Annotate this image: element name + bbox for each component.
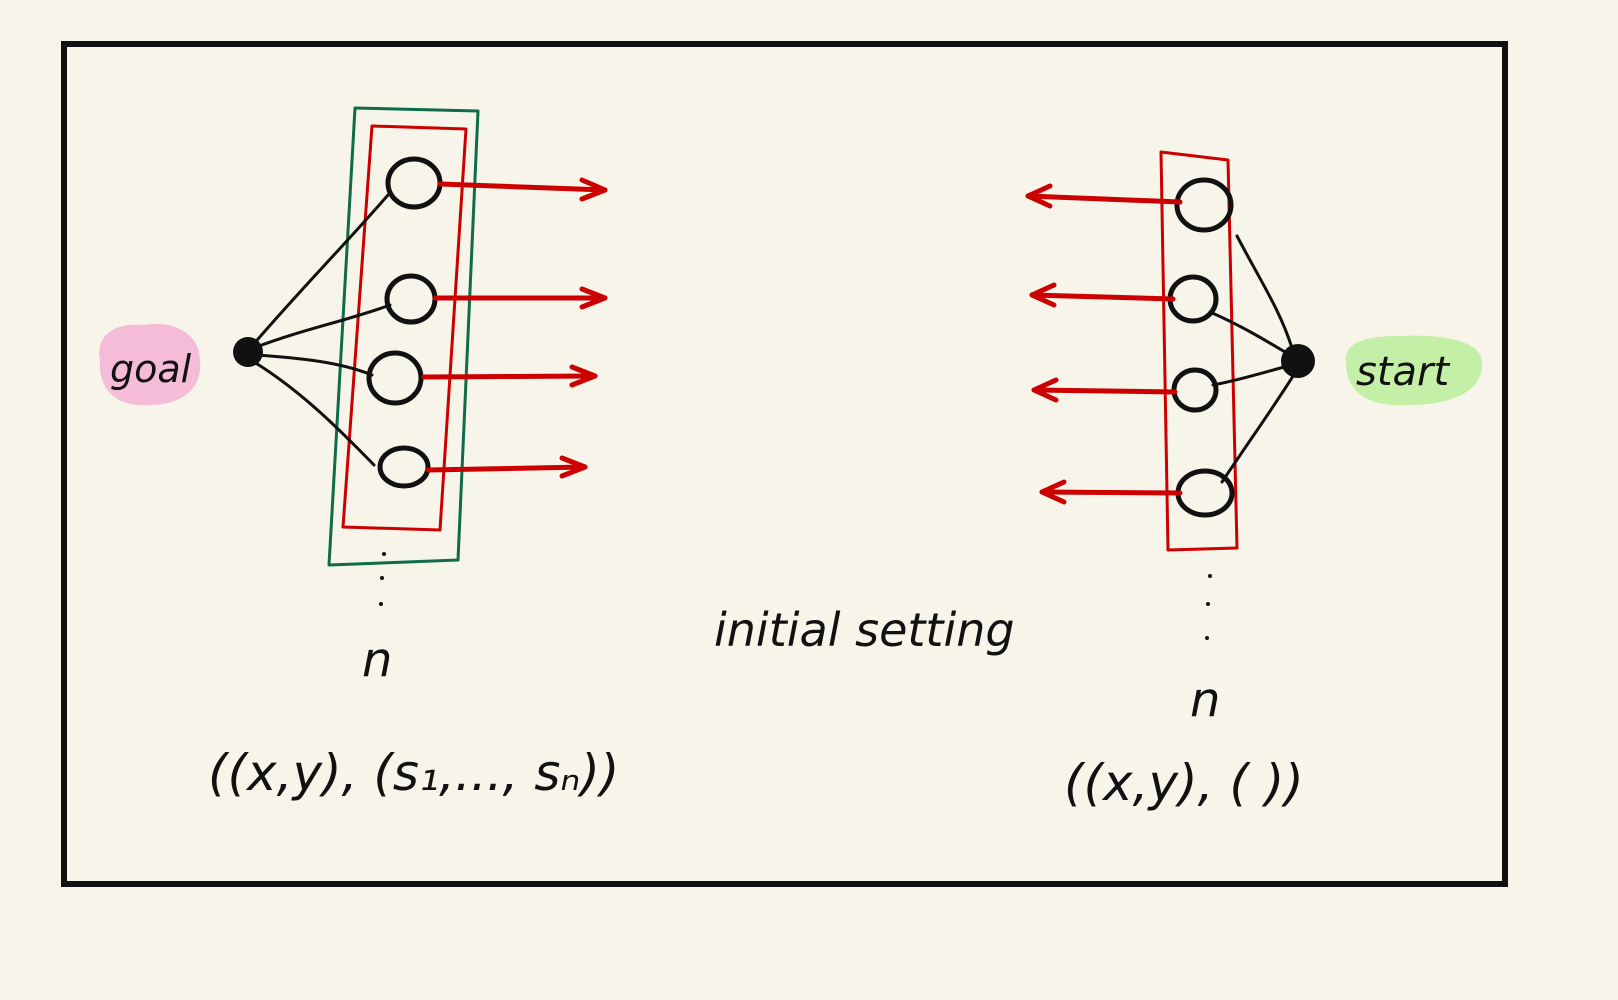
left-ellipsis <box>379 552 386 606</box>
left-hub-dot-icon <box>233 337 263 367</box>
left-link-4 <box>252 360 376 467</box>
right-link-2 <box>1208 310 1292 357</box>
left-tuple-label: ((x,y), (s₁,..., sₙ)) <box>208 744 619 802</box>
right-ellipsis <box>1205 574 1212 640</box>
left-green-box <box>327 106 480 567</box>
left-red-box <box>341 124 468 532</box>
goal-highlight <box>99 324 201 406</box>
right-count-label: n <box>1190 672 1220 728</box>
left-link-1 <box>250 193 390 348</box>
start-highlight <box>1345 335 1483 406</box>
goal-label: goal <box>110 347 192 391</box>
outer-frame <box>61 41 1508 887</box>
left-node-3 <box>366 350 424 406</box>
right-link-3 <box>1211 364 1290 387</box>
right-tuple-label: ((x,y), ( )) <box>1064 754 1304 812</box>
right-red-box <box>1159 150 1239 552</box>
center-caption: initial setting <box>714 603 1015 657</box>
right-node-1 <box>1174 177 1234 233</box>
left-node-4 <box>377 445 431 489</box>
right-arrows-arrow-icon <box>1025 183 1183 505</box>
start-label: start <box>1356 349 1450 395</box>
right-hub-dot-icon <box>1281 344 1315 378</box>
left-count-label: n <box>362 632 392 688</box>
left-link-2 <box>252 303 392 350</box>
right-link-4 <box>1220 371 1297 484</box>
left-arrows-arrow-icon <box>421 177 608 479</box>
left-link-3 <box>254 353 374 377</box>
right-link-1 <box>1235 234 1294 350</box>
